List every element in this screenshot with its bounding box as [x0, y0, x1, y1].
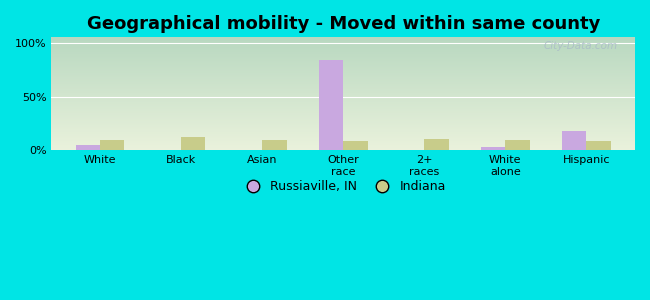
Bar [319, 60, 343, 150]
Bar [505, 140, 530, 150]
Bar [100, 140, 124, 150]
Bar [343, 141, 367, 150]
Legend: Russiaville, IN, Indiana: Russiaville, IN, Indiana [235, 176, 451, 198]
Bar [481, 147, 505, 150]
Title: Geographical mobility - Moved within same county: Geographical mobility - Moved within sam… [86, 15, 600, 33]
Bar [424, 139, 448, 150]
Bar [562, 131, 586, 150]
Text: City-Data.com: City-Data.com [543, 41, 618, 51]
Bar [181, 137, 205, 150]
Bar [262, 140, 287, 150]
Bar [76, 145, 100, 150]
Bar [586, 141, 611, 150]
